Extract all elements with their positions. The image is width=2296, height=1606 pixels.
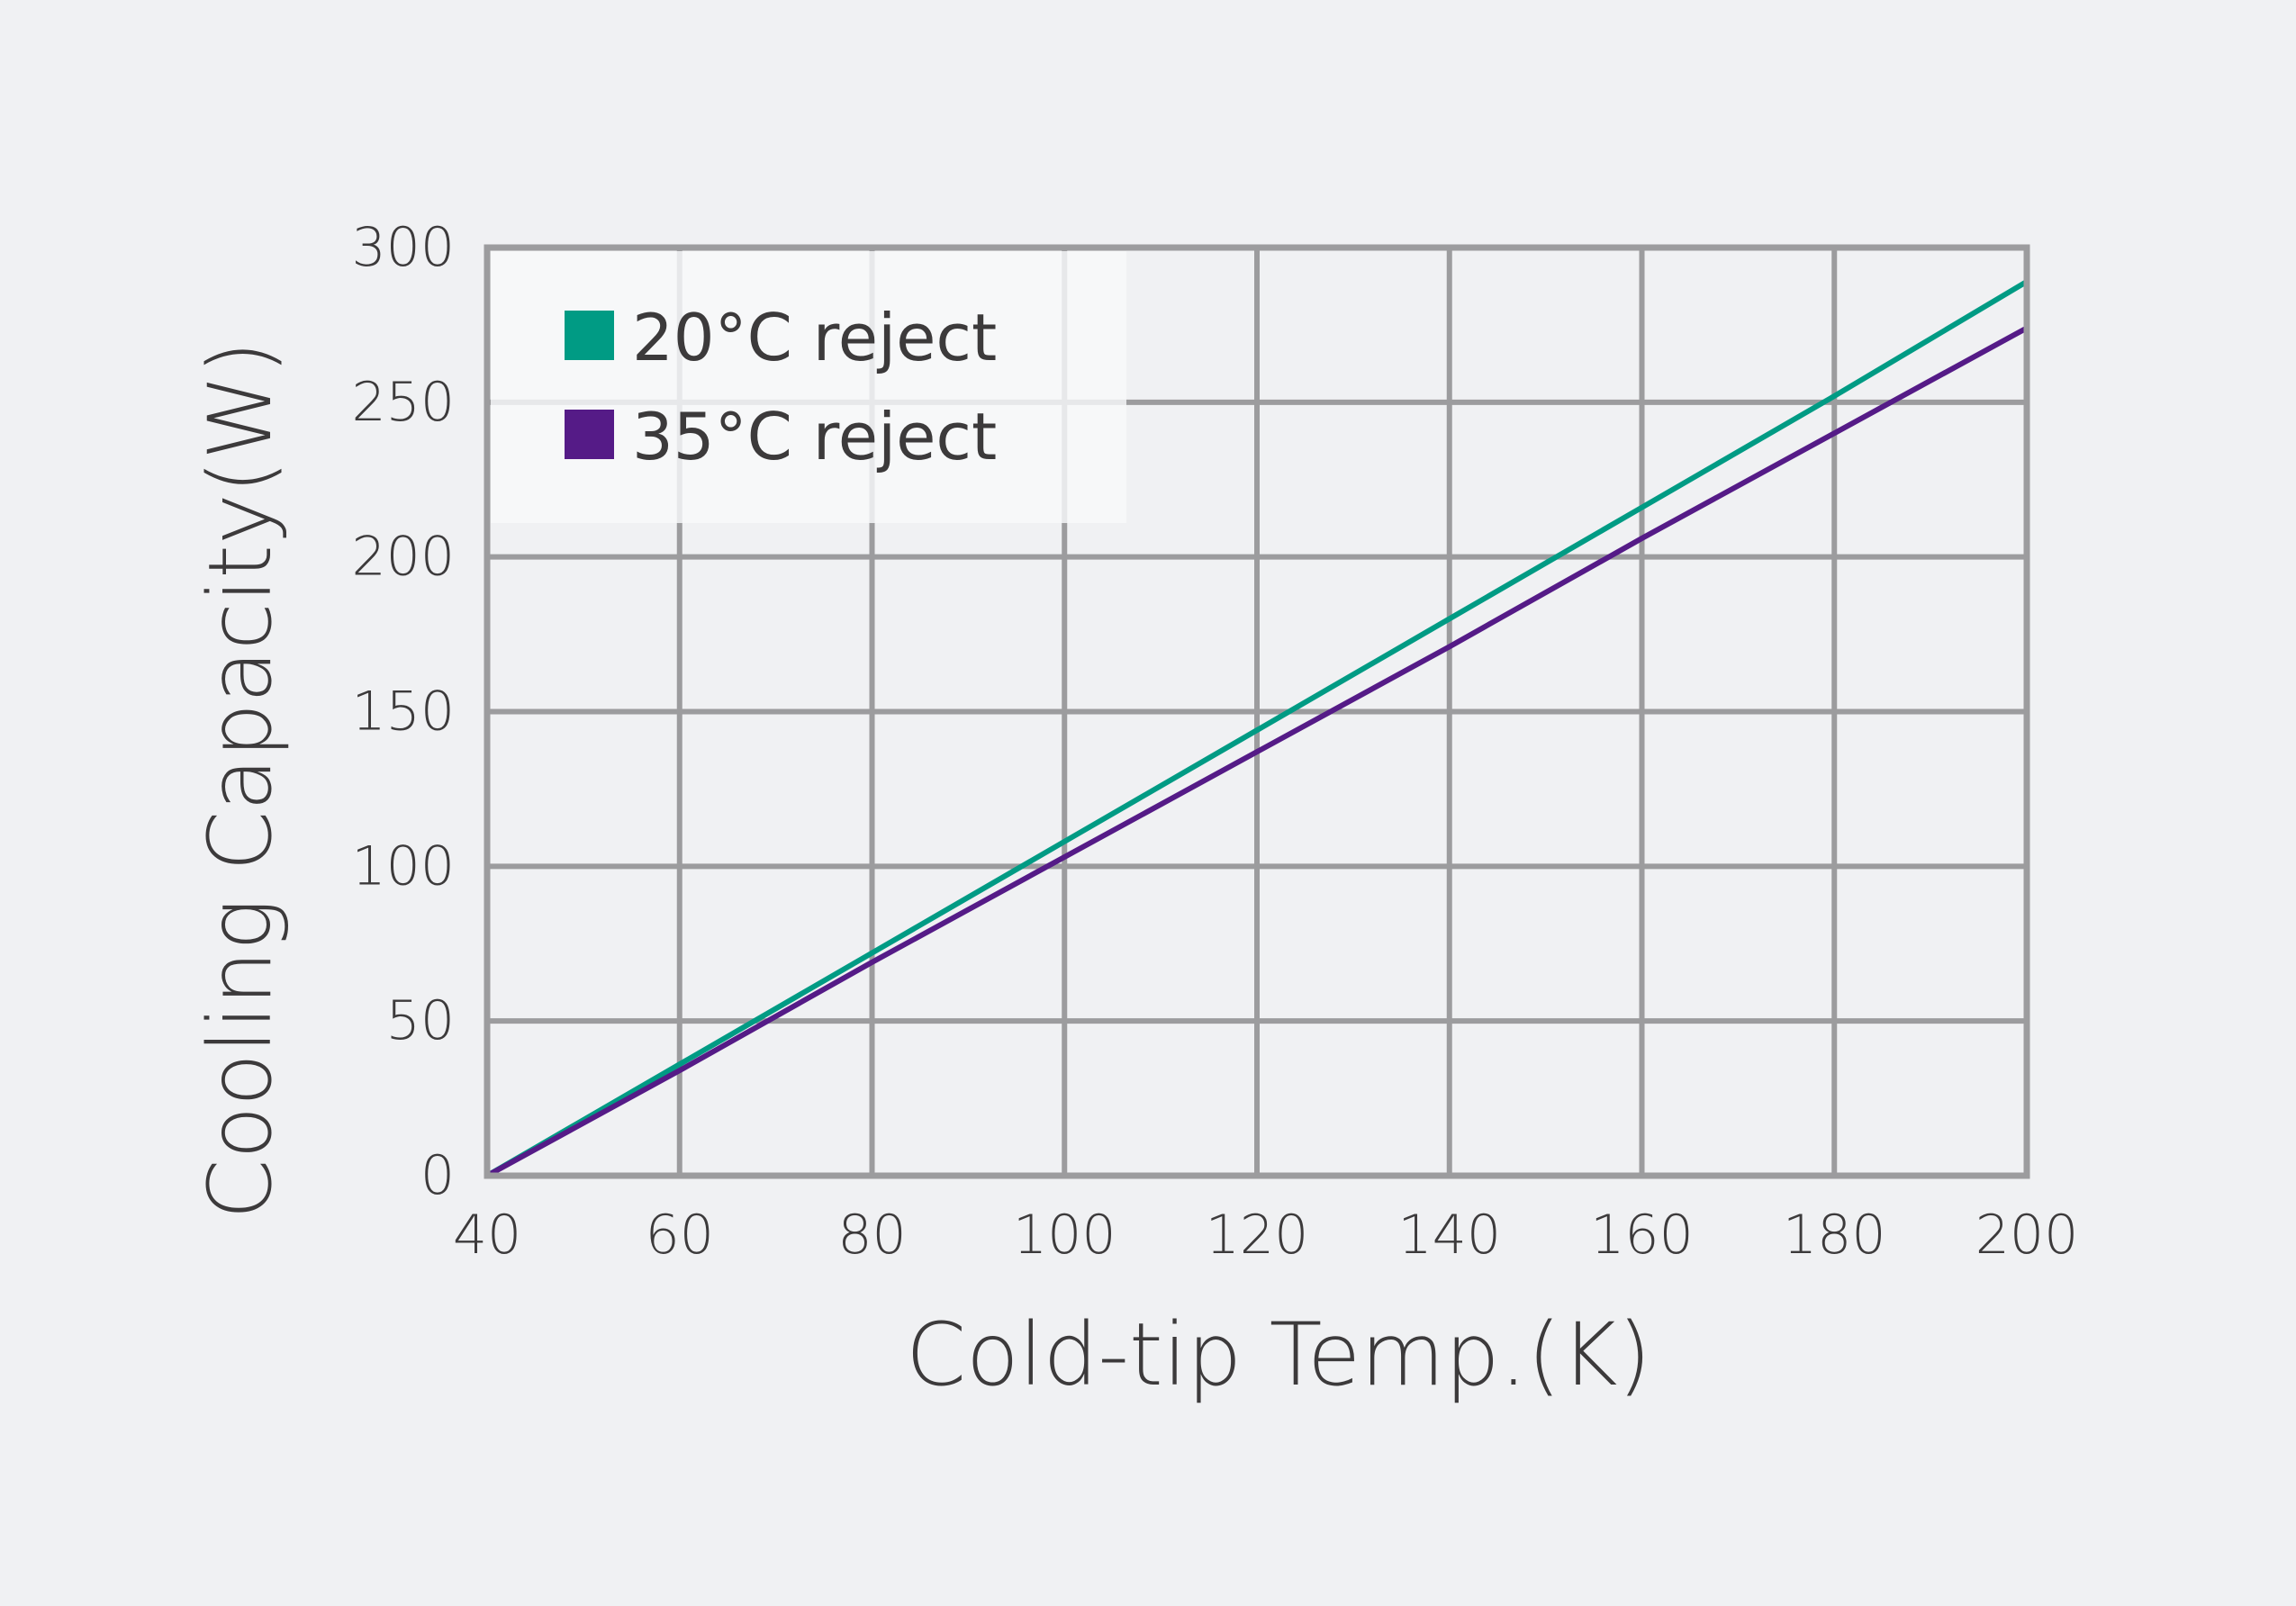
x-tick-label: 180 — [1783, 1204, 1886, 1267]
y-axis-title: Cooling Capacity(W) — [190, 340, 291, 1219]
legend-background — [491, 251, 1126, 523]
x-tick-label: 60 — [646, 1204, 714, 1267]
plot-frame — [484, 244, 2030, 1179]
x-tick-label: 40 — [453, 1204, 521, 1267]
legend-label-1: 20°C reject — [632, 300, 997, 375]
y-tick-label: 300 — [351, 216, 455, 279]
legend-swatch-2 — [565, 410, 614, 459]
y-tick-label: 100 — [351, 835, 455, 898]
plot-border — [484, 244, 2030, 1179]
series-line-2 — [485, 325, 2029, 1178]
legend: 20°C reject 35°C reject — [491, 251, 1126, 523]
x-tick-label: 80 — [837, 1204, 906, 1267]
x-tick-label: 100 — [1013, 1204, 1116, 1267]
y-tick-label: 150 — [351, 681, 455, 744]
y-tick-label: 200 — [351, 526, 455, 589]
x-tick-label: 200 — [1975, 1204, 2079, 1267]
series-lines — [485, 279, 2029, 1178]
x-tick-label: 140 — [1397, 1204, 1501, 1267]
y-tick-label: 250 — [351, 371, 455, 434]
series-line-1 — [485, 279, 2029, 1178]
x-tick-label: 120 — [1206, 1204, 1309, 1267]
legend-swatch-1 — [565, 311, 614, 360]
legend-label-2: 35°C reject — [632, 399, 997, 474]
y-tick-label: 0 — [420, 1144, 455, 1207]
x-axis-title: Cold-tip Temp.(K) — [906, 1304, 1651, 1405]
x-tick-label: 160 — [1590, 1204, 1694, 1267]
tick-labels: 40 60 80 100 120 140 160 180 200 0 50 100 150 200 250 3… — [351, 216, 2078, 1267]
y-tick-label: 50 — [386, 989, 455, 1052]
